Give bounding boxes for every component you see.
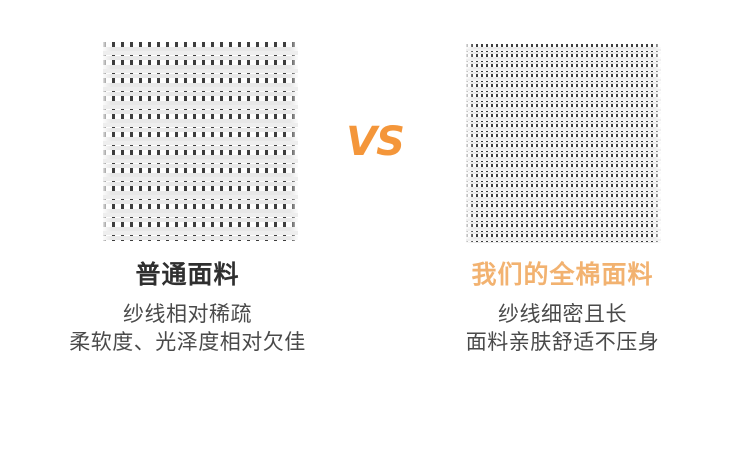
cotton-fabric-title: 我们的全棉面料 (471, 260, 654, 289)
cotton-fabric-description: 纱线细密且长 面料亲肤舒适不压身 (375, 300, 750, 356)
ordinary-fabric-line-1: 纱线相对稀疏 (123, 302, 252, 326)
ordinary-fabric-line-2: 柔软度、光泽度相对欠佳 (69, 330, 306, 354)
caption-row: 普通面料 纱线相对稀疏 柔软度、光泽度相对欠佳 我们的全棉面料 纱线细密且长 面… (0, 258, 750, 356)
cotton-fabric-line-1: 纱线细密且长 (498, 302, 627, 326)
caption-column-cotton: 我们的全棉面料 纱线细密且长 面料亲肤舒适不压身 (375, 258, 750, 356)
caption-column-ordinary: 普通面料 纱线相对稀疏 柔软度、光泽度相对欠佳 (0, 258, 375, 356)
cotton-fabric-line-2: 面料亲肤舒适不压身 (465, 330, 660, 354)
ordinary-fabric-description: 纱线相对稀疏 柔软度、光泽度相对欠佳 (0, 300, 375, 356)
ordinary-fabric-title: 普通面料 (135, 260, 240, 289)
vs-badge: VS (346, 119, 405, 165)
